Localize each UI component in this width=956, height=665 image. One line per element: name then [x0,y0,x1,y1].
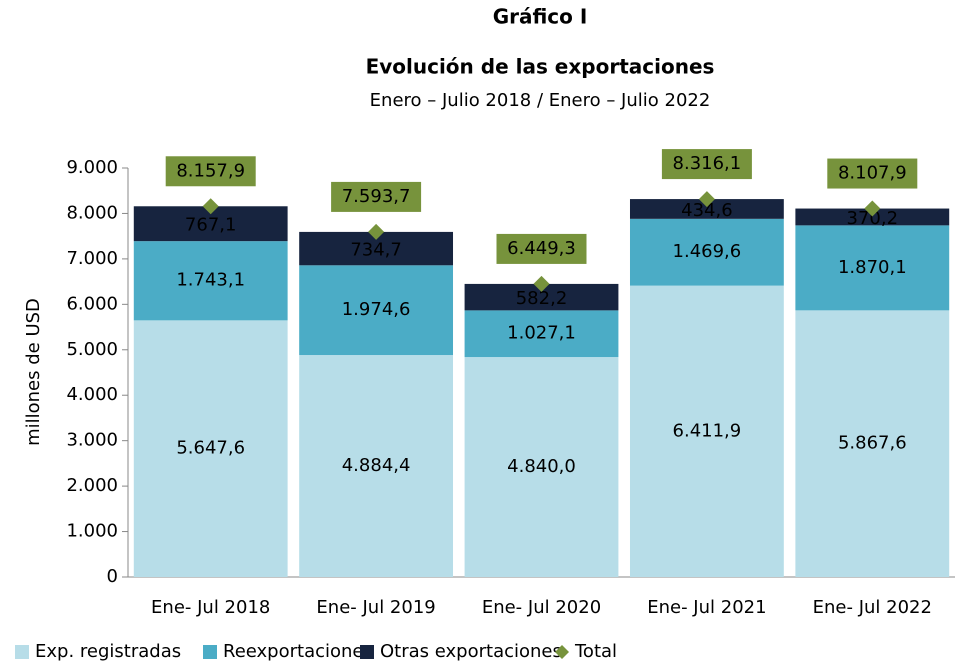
y-tick-label: 8.000 [66,202,118,223]
y-tick-label: 7.000 [66,248,118,269]
data-label: 434,6 [681,200,733,221]
data-label: 5.647,6 [176,438,245,459]
data-label: 734,7 [350,240,402,261]
total-label: 7.593,7 [342,186,411,207]
bar-segment [464,310,619,358]
x-tick-label: Ene- Jul 2021 [647,597,766,618]
y-tick-label: 5.000 [66,339,118,360]
total-label-box [827,158,918,189]
total-label: 6.449,3 [507,238,576,259]
data-label: 1.974,6 [342,299,411,320]
total-label: 8.316,1 [673,153,742,174]
total-marker [864,200,881,217]
total-label: 8.157,9 [176,160,245,181]
legend-label: Total [574,641,617,662]
data-label: 5.867,6 [838,433,907,454]
data-label: 4.840,0 [507,456,576,477]
y-tick-label: 2.000 [66,475,118,496]
chart-subtitle: Evolución de las exportaciones [366,55,715,79]
y-tick-label: 9.000 [66,157,118,178]
y-axis-label: millones de USD [23,298,44,446]
total-label: 8.107,9 [838,163,907,184]
data-label: 1.027,1 [507,323,576,344]
bar-segment [795,225,950,311]
y-tick-label: 1.000 [66,521,118,542]
total-label-box [496,233,587,264]
bar-segment [464,357,619,577]
total-marker [698,191,715,208]
legend-label: Otras exportaciones [380,641,562,662]
bar-segment [133,320,288,577]
total-label-box [661,149,752,180]
legend-marker [15,645,29,659]
legend-marker [555,645,569,659]
data-label: 1.469,6 [673,241,742,262]
data-label: 1.743,1 [176,270,245,291]
bar-segment [299,355,454,577]
y-tick-label: 0 [107,566,118,587]
legend-marker [203,645,217,659]
data-label: 6.411,9 [673,420,742,441]
x-tick-label: Ene- Jul 2018 [151,597,270,618]
total-marker [533,275,550,292]
data-label: 582,2 [516,288,568,309]
bar-segment [629,285,784,577]
legend-label: Exp. registradas [35,641,181,662]
total-marker [368,223,385,240]
legend-marker [360,645,374,659]
x-tick-label: Ene- Jul 2019 [316,597,435,618]
bar-segment [795,310,950,577]
total-label-box [165,156,256,187]
y-tick-label: 3.000 [66,430,118,451]
data-label: 767,1 [185,215,237,236]
bar-segment [299,265,454,356]
chart-title: Gráfico I [493,5,588,29]
bar-segment [629,199,784,219]
bar-segment [629,218,784,286]
legend-label: Reexportaciones [223,641,373,662]
y-tick-label: 6.000 [66,293,118,314]
y-tick-label: 4.000 [66,384,118,405]
data-label: 370,2 [847,208,899,229]
data-label: 4.884,4 [342,455,411,476]
data-label: 1.870,1 [838,257,907,278]
chart-period: Enero – Julio 2018 / Enero – Julio 2022 [370,90,711,111]
total-marker [202,198,219,215]
total-label-box [331,181,422,212]
bar-segment [133,241,288,321]
x-tick-label: Ene- Jul 2022 [813,597,932,618]
bar-segment [795,208,950,226]
x-tick-label: Ene- Jul 2020 [482,597,601,618]
